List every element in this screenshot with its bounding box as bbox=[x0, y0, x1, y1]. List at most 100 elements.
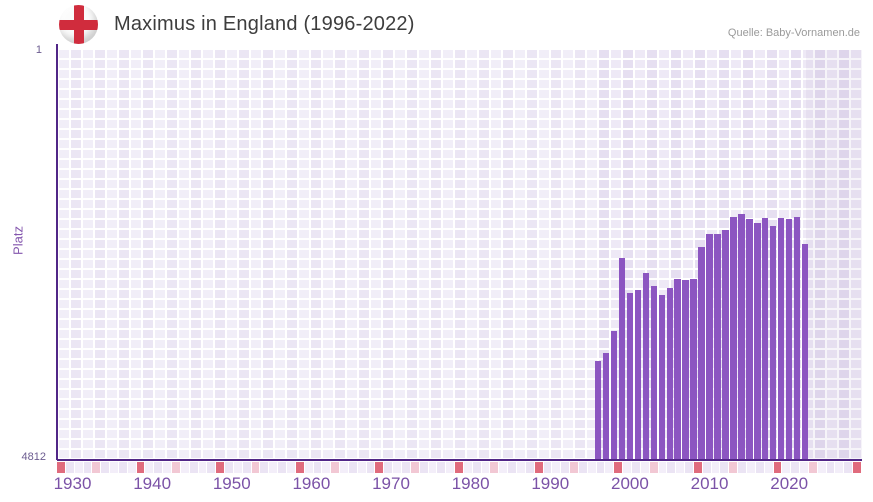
strip-cell bbox=[525, 462, 534, 473]
bar-2002[interactable] bbox=[642, 272, 650, 460]
y-axis-tick-top: 1 bbox=[35, 44, 42, 56]
strip-cell bbox=[640, 462, 649, 473]
strip-cell-decade bbox=[295, 462, 304, 473]
strip-cell bbox=[313, 462, 322, 473]
strip-cell bbox=[605, 462, 614, 473]
strip-cell-decade bbox=[534, 462, 543, 473]
bar-2005[interactable] bbox=[666, 287, 673, 460]
strip-cell bbox=[844, 462, 853, 473]
strip-cell-decade bbox=[853, 462, 861, 473]
bar-2010[interactable] bbox=[706, 233, 713, 460]
x-axis-tick-2010: 2010 bbox=[690, 474, 729, 493]
strip-cell bbox=[384, 462, 393, 473]
x-axis-line bbox=[57, 459, 862, 461]
bar-1998[interactable] bbox=[610, 331, 618, 460]
strip-cell bbox=[340, 462, 348, 473]
strip-cell bbox=[755, 462, 764, 473]
strip-cell-middecade bbox=[570, 462, 578, 473]
strip-cell bbox=[278, 462, 286, 473]
strip-cell bbox=[242, 462, 251, 473]
bar-2015[interactable] bbox=[746, 218, 753, 460]
strip-cell bbox=[118, 462, 127, 473]
strip-cell bbox=[463, 462, 472, 473]
post-data-band bbox=[806, 50, 862, 460]
strip-cell bbox=[685, 462, 693, 473]
strip-cell bbox=[286, 462, 295, 473]
strip-cell bbox=[233, 462, 242, 473]
strip-cell bbox=[437, 462, 446, 473]
strip-cell bbox=[508, 462, 516, 473]
strip-cell bbox=[110, 462, 118, 473]
bar-2016[interactable] bbox=[754, 222, 761, 460]
bar-2008[interactable] bbox=[690, 279, 697, 460]
strip-cell bbox=[516, 462, 525, 473]
flag-cross-horizontal bbox=[59, 19, 98, 30]
x-axis-tick-1990: 1990 bbox=[531, 474, 570, 493]
bar-1997[interactable] bbox=[602, 353, 610, 460]
x-axis-tick-2000: 2000 bbox=[610, 474, 649, 493]
bar-1999[interactable] bbox=[618, 257, 626, 460]
bar-2004[interactable] bbox=[658, 294, 665, 460]
x-axis-tick-1960: 1960 bbox=[292, 474, 331, 493]
bar-2019[interactable] bbox=[778, 217, 785, 460]
strip-cell-middecade bbox=[729, 462, 738, 473]
strip-cell bbox=[180, 462, 189, 473]
bar-2003[interactable] bbox=[650, 285, 657, 460]
bar-2007[interactable] bbox=[682, 280, 689, 460]
y-axis-label: Platz bbox=[10, 226, 26, 255]
strip-cell bbox=[596, 462, 605, 473]
strip-cell bbox=[481, 462, 490, 473]
strip-cell-middecade bbox=[808, 462, 817, 473]
strip-cell bbox=[587, 462, 596, 473]
strip-cell bbox=[322, 462, 331, 473]
strip-cell bbox=[782, 462, 791, 473]
strip-cell bbox=[357, 462, 366, 473]
bar-2012[interactable] bbox=[722, 230, 729, 460]
strip-cell bbox=[826, 462, 835, 473]
strip-cell bbox=[543, 462, 552, 473]
bar-2001[interactable] bbox=[634, 290, 642, 460]
y-axis-tick-bottom: 4812 bbox=[21, 451, 46, 463]
strip-cell bbox=[720, 462, 729, 473]
bar-2013[interactable] bbox=[730, 217, 737, 460]
strip-cell bbox=[65, 462, 74, 473]
bar-2009[interactable] bbox=[698, 246, 705, 460]
pre-data-band bbox=[57, 50, 598, 460]
strip-cell-middecade bbox=[331, 462, 340, 473]
source-credit: Quelle: Baby-Vornamen.de bbox=[727, 27, 860, 39]
strip-cell-decade bbox=[773, 462, 782, 473]
strip-cell bbox=[366, 462, 375, 473]
bar-1996[interactable] bbox=[594, 361, 602, 460]
strip-cell-middecade bbox=[171, 462, 180, 473]
bar-2020[interactable] bbox=[785, 219, 793, 460]
bar-2017[interactable] bbox=[762, 218, 769, 460]
strip-cell bbox=[764, 462, 773, 473]
x-axis-tick-1980: 1980 bbox=[451, 474, 490, 493]
strip-cell bbox=[552, 462, 561, 473]
bar-2014[interactable] bbox=[738, 214, 745, 460]
bar-2018[interactable] bbox=[770, 226, 777, 460]
strip-cell bbox=[207, 462, 216, 473]
strip-cell bbox=[667, 462, 676, 473]
page-title: Maximus in England (1996-2022) bbox=[114, 13, 415, 35]
strip-cell bbox=[631, 462, 640, 473]
bar-2011[interactable] bbox=[714, 234, 721, 460]
strip-cell bbox=[127, 462, 136, 473]
bar-2022[interactable] bbox=[801, 243, 809, 460]
strip-cell bbox=[835, 462, 844, 473]
strip-cell-decade bbox=[375, 462, 384, 473]
plot-area bbox=[57, 50, 862, 460]
bar-2000[interactable] bbox=[626, 293, 634, 460]
strip-cell bbox=[428, 462, 437, 473]
strip-cell-decade bbox=[57, 462, 65, 473]
strip-cell bbox=[83, 462, 92, 473]
bar-2006[interactable] bbox=[674, 279, 681, 460]
strip-cell bbox=[225, 462, 233, 473]
strip-cell bbox=[348, 462, 357, 473]
strip-cell-middecade bbox=[490, 462, 499, 473]
strip-cell bbox=[561, 462, 570, 473]
bar-2021[interactable] bbox=[793, 217, 801, 460]
strip-cell bbox=[401, 462, 410, 473]
x-axis-tick-1950: 1950 bbox=[212, 474, 251, 493]
